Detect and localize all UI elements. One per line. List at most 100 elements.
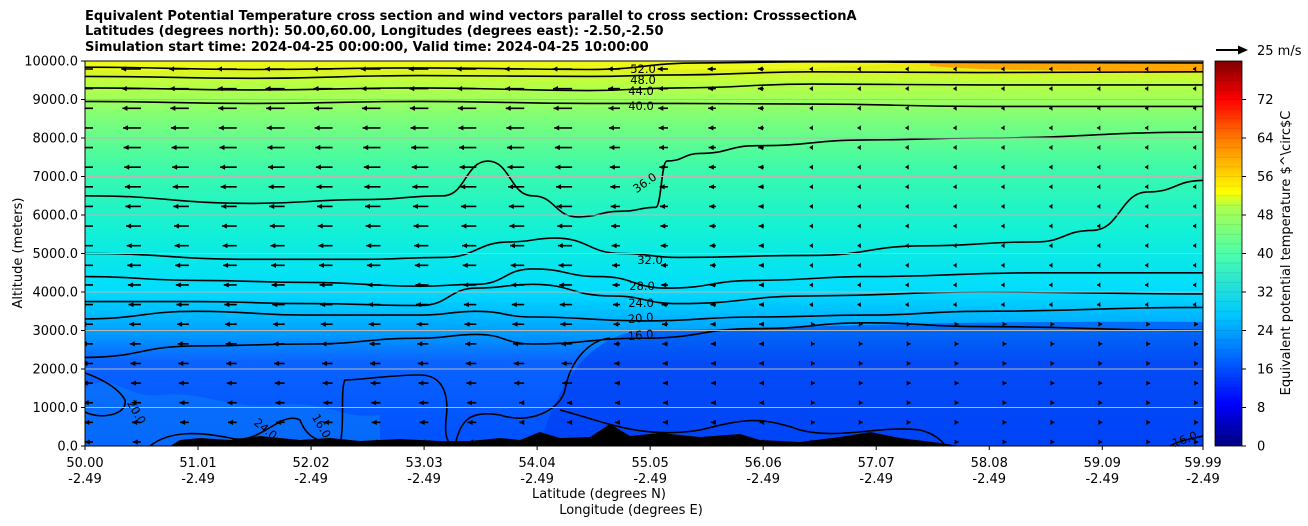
- x-tick-label-lon: -2.49: [859, 472, 893, 487]
- contour-16: [85, 321, 1203, 359]
- wind-vector-head: [661, 321, 667, 327]
- wind-vector-head: [1098, 360, 1103, 367]
- wind-vector-head: [1145, 125, 1149, 131]
- wind-vector-head: [758, 282, 764, 288]
- wind-vector-head: [1049, 105, 1053, 111]
- wind-vector-head: [312, 66, 318, 72]
- wind-vector-head: [274, 360, 280, 367]
- wind-vector-head: [954, 380, 959, 386]
- wind-vector-head: [410, 125, 416, 131]
- wind-vector-head: [662, 360, 668, 367]
- contour-40: [85, 100, 1203, 108]
- x-tick-label-lon: -2.49: [633, 472, 667, 487]
- wind-vector-head: [267, 144, 273, 151]
- wind-vector-head: [1193, 243, 1197, 249]
- wind-vector-head: [953, 66, 957, 72]
- wind-vector-head: [266, 125, 272, 131]
- wind-vector-head: [417, 341, 423, 347]
- contour-label: 44.0: [628, 84, 654, 98]
- wind-vector-head: [1050, 380, 1055, 386]
- wind-vector-head: [75, 125, 80, 130]
- contour-20: [85, 306, 1203, 322]
- wind-vector-head: [1145, 86, 1149, 92]
- wind-vector-head: [662, 380, 668, 386]
- wind-vector-head: [556, 203, 562, 210]
- wind-vector-head: [757, 86, 763, 92]
- wind-vector-head: [905, 164, 909, 170]
- wind-vector-head: [662, 400, 668, 406]
- wind-vector-head: [608, 86, 614, 92]
- wind-vector-head: [1193, 66, 1197, 72]
- wind-vector-head: [170, 125, 176, 131]
- wind-vector-head: [659, 203, 665, 210]
- wind-vector-head: [506, 144, 512, 151]
- wind-vector-head: [552, 66, 558, 72]
- wind-vector-head: [1145, 184, 1149, 190]
- x-tick-label-lat: 59.09: [1084, 456, 1121, 471]
- wind-vector-head: [371, 419, 377, 425]
- wind-vector-head: [1146, 341, 1151, 347]
- wind-vector-head: [1097, 262, 1101, 268]
- wind-vector-head: [1194, 380, 1198, 386]
- wind-vector-head: [323, 419, 329, 425]
- wind-vector-head: [613, 341, 619, 347]
- wind-vector-head: [415, 301, 421, 308]
- contour-label: 40.0: [628, 99, 654, 113]
- wind-vector-head: [615, 400, 621, 406]
- wind-vector-head: [758, 184, 764, 190]
- wind-vector-head: [759, 341, 764, 347]
- contour-segment: [454, 337, 611, 446]
- wind-vector-head: [362, 125, 368, 131]
- y-axis: 0.0 1000.0 2000.0 3000.0 4000.0 5000.0 6000.0 7…: [24, 55, 85, 455]
- wind-vector-head: [662, 341, 668, 347]
- wind-vector-head: [317, 223, 323, 229]
- wind-vector-head: [129, 341, 135, 347]
- wind-vector-head: [370, 380, 376, 386]
- warm-top-region: [930, 61, 1203, 72]
- gridlines: [85, 99, 1203, 408]
- wind-vector-head: [125, 203, 131, 210]
- wind-vector-head: [411, 164, 417, 170]
- x-tick-label-lon: -2.49: [972, 472, 1006, 487]
- wind-vector-head: [953, 243, 957, 249]
- wind-vector-head: [1193, 282, 1197, 288]
- wind-vector-head: [268, 184, 274, 190]
- wind-vector-head: [1049, 301, 1053, 308]
- wind-vector-head: [1098, 419, 1103, 425]
- wind-vector-head: [1145, 144, 1149, 151]
- contour-label: 52.0: [630, 62, 656, 76]
- x-tick-label-lat: 57.07: [858, 456, 895, 471]
- colorbar-tick-label: 8: [1257, 401, 1265, 416]
- wind-vector-head: [662, 419, 668, 425]
- y-tick-label: 6000.0: [33, 209, 79, 224]
- wind-vector-head: [556, 184, 562, 190]
- wind-vector-head: [857, 66, 861, 72]
- wind-vector-head: [130, 380, 136, 386]
- wind-vector-head: [858, 419, 863, 425]
- wind-vector-head: [554, 125, 560, 131]
- wind-vector-head: [608, 125, 614, 131]
- wind-vector-head: [177, 321, 183, 327]
- wind-vector-head: [275, 400, 281, 406]
- wind-vector-head: [419, 400, 425, 406]
- wind-vector-head: [513, 341, 519, 347]
- wind-vector-head: [858, 341, 863, 347]
- wind-vector-head: [512, 321, 518, 327]
- wind-vector-head: [273, 341, 279, 347]
- contour-52: [85, 61, 1203, 71]
- x-tick-label-lat: 53.03: [405, 456, 442, 471]
- wind-vector-head: [1145, 105, 1149, 111]
- wind-vector-head: [611, 243, 617, 249]
- wind-vector-head: [559, 301, 565, 308]
- wind-vector-head: [1146, 400, 1151, 406]
- wind-vector-head: [511, 282, 517, 288]
- wind-vector-head: [319, 282, 325, 288]
- wind-vector-head: [457, 86, 463, 92]
- wind-vector-head: [127, 262, 133, 268]
- colorbar-tick-label: 64: [1257, 132, 1274, 147]
- wind-vector-head: [906, 400, 911, 406]
- wind-vector-head: [321, 360, 327, 367]
- wind-vector-head: [662, 439, 668, 445]
- wind-vector-head: [1193, 262, 1197, 268]
- wind-vector-head: [559, 282, 565, 288]
